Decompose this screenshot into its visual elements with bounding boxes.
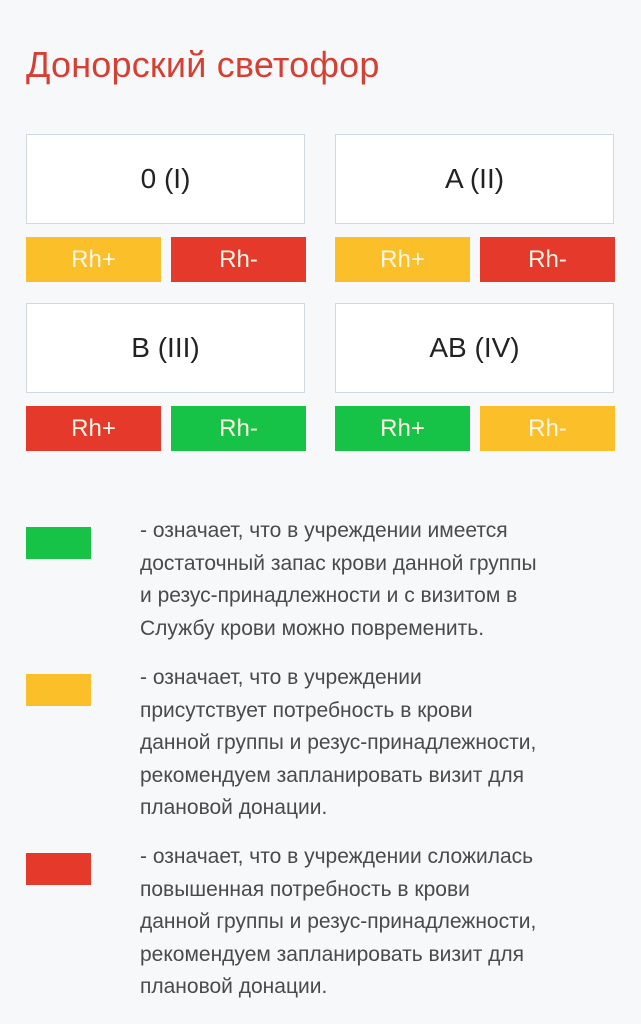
- legend-swatch-yellow: [26, 674, 91, 706]
- legend-description: - означает, что в учреждении имеется дост…: [140, 515, 537, 645]
- blood-group-label: AB (IV): [335, 303, 614, 393]
- legend-line: - означает, что в учреждении сложилась: [140, 845, 534, 868]
- legend-line: рекомендуем запланировать визит для: [140, 763, 525, 787]
- blood-group-card: AB (IV) Rh+ Rh-: [335, 303, 615, 451]
- blood-group-label: 0 (I): [26, 134, 305, 224]
- legend-swatch-green: [26, 527, 91, 559]
- rh-plus-indicator: Rh+: [26, 237, 161, 282]
- legend-line: - означает, что в учреждении: [140, 666, 422, 689]
- legend-line: Службу крови можно повременить.: [140, 616, 485, 640]
- legend-description: - означает, что в учреждении присутствует…: [140, 662, 536, 825]
- rh-minus-indicator: Rh-: [480, 406, 615, 451]
- rh-plus-indicator: Rh+: [26, 406, 161, 451]
- legend-line: и резус-принадлежности и с визитом в: [140, 584, 518, 607]
- rh-plus-indicator: Rh+: [335, 237, 470, 282]
- blood-group-card: 0 (I) Rh+ Rh-: [26, 134, 306, 282]
- legend-line: достаточный запас крови данной группы: [140, 551, 537, 575]
- legend-line: - означает, что в учреждении имеется: [140, 519, 508, 542]
- legend-line: плановой донации.: [140, 796, 328, 819]
- rh-plus-indicator: Rh+: [335, 406, 470, 451]
- legend-line: данной группы и резус-принадлежности,: [140, 731, 537, 754]
- rh-minus-indicator: Rh-: [480, 237, 615, 282]
- blood-group-card: A (II) Rh+ Rh-: [335, 134, 615, 282]
- rh-minus-indicator: Rh-: [171, 237, 306, 282]
- legend-line: данной группы и резус-принадлежности,: [140, 910, 537, 933]
- page-title: Донорский светофор: [26, 44, 380, 85]
- legend-line: повышенная потребность в крови: [140, 877, 470, 901]
- legend-swatch-red: [26, 853, 91, 885]
- legend-line: плановой донации.: [140, 975, 328, 998]
- legend-line: присутствует потребность в крови: [140, 698, 473, 722]
- legend-line: рекомендуем запланировать визит для: [140, 942, 525, 966]
- blood-group-label: B (III): [26, 303, 305, 393]
- blood-group-card: B (III) Rh+ Rh-: [26, 303, 306, 451]
- rh-minus-indicator: Rh-: [171, 406, 306, 451]
- blood-group-label: A (II): [335, 134, 614, 224]
- legend-description: - означает, что в учреждении сложилась по…: [140, 841, 536, 1004]
